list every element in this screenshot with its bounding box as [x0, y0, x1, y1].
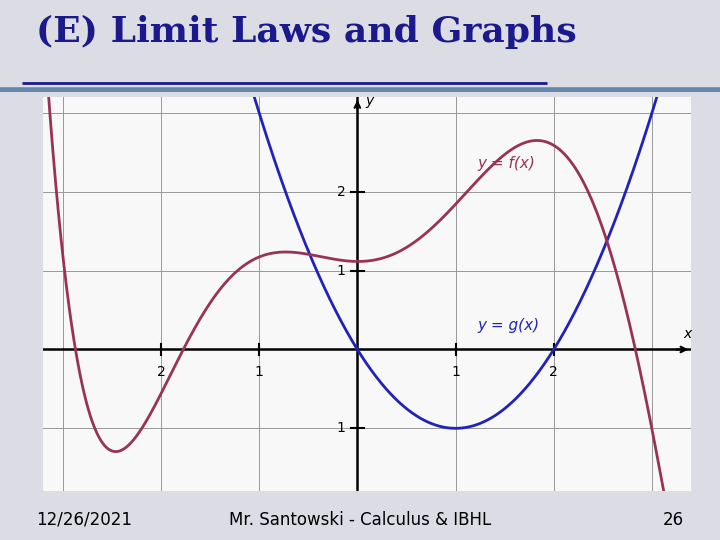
Text: 1: 1 [337, 264, 346, 278]
Text: (E) Limit Laws and Graphs: (E) Limit Laws and Graphs [36, 15, 577, 49]
Text: 26: 26 [663, 511, 684, 529]
Text: 2: 2 [337, 185, 346, 199]
Text: 1: 1 [451, 365, 460, 379]
Text: x: x [683, 327, 692, 341]
Text: 1: 1 [255, 365, 264, 379]
Text: 2: 2 [549, 365, 558, 379]
Text: 12/26/2021: 12/26/2021 [36, 511, 132, 529]
Text: 1: 1 [337, 421, 346, 435]
Text: y = g(x): y = g(x) [477, 318, 539, 333]
Text: Mr. Santowski - Calculus & IBHL: Mr. Santowski - Calculus & IBHL [229, 511, 491, 529]
Text: y: y [365, 94, 374, 108]
Text: y = f(x): y = f(x) [477, 156, 535, 171]
Text: 2: 2 [157, 365, 166, 379]
